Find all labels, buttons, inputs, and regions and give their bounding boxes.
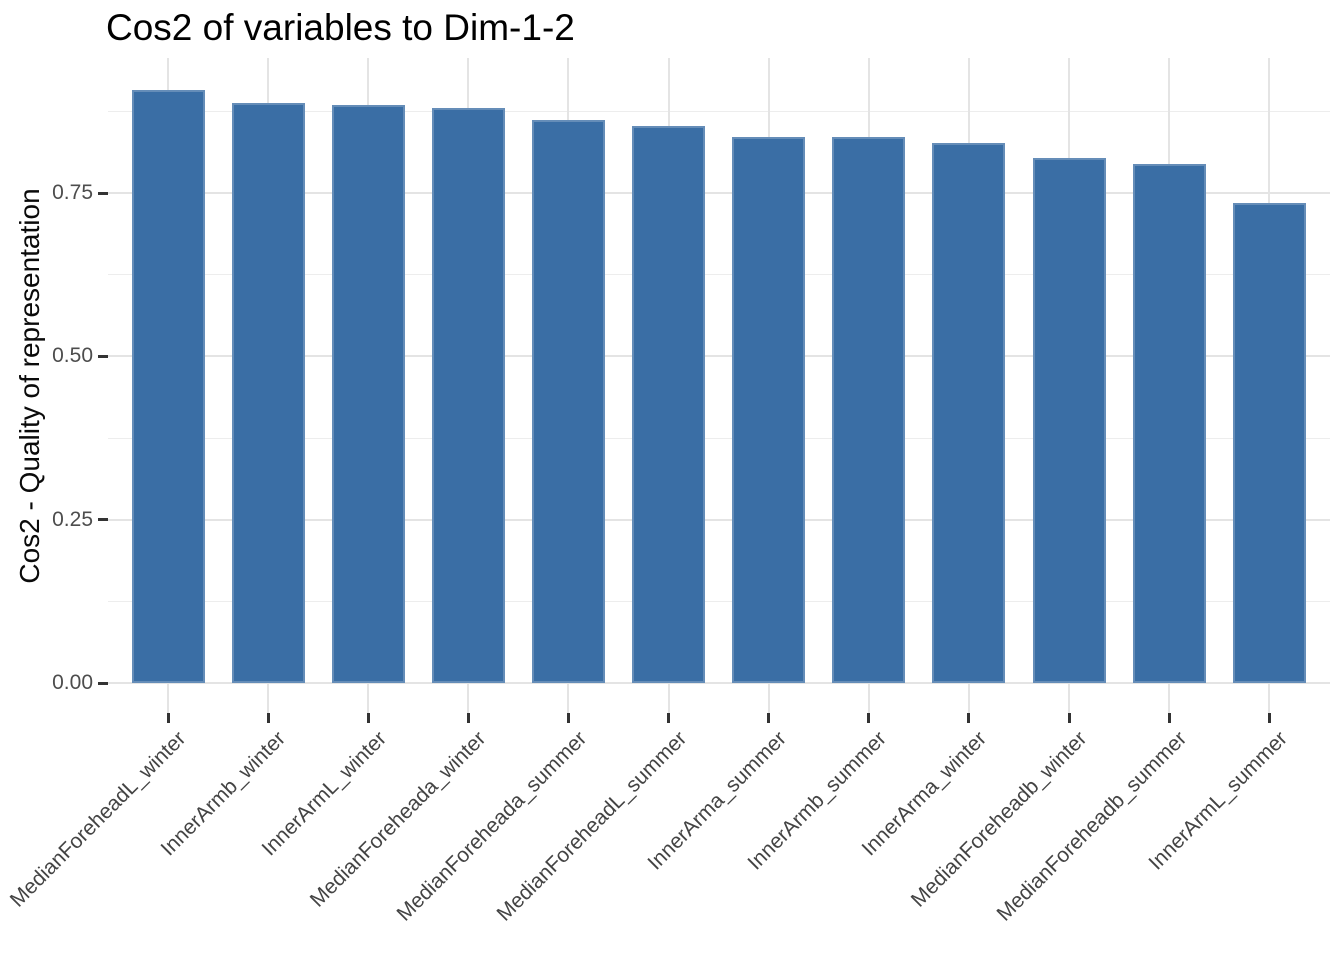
x-axis-tick <box>366 713 370 723</box>
x-axis-tick <box>166 713 170 723</box>
y-axis-tick <box>98 681 108 685</box>
y-tick-label: 0.00 <box>52 671 93 694</box>
y-axis-tick <box>98 518 108 522</box>
x-axis-tick <box>767 713 771 723</box>
y-axis-tick <box>98 354 108 358</box>
x-tick-label: MedianForeheadb_winter <box>906 727 1092 912</box>
y-gridline-minor <box>108 437 1330 439</box>
x-axis-tick <box>667 713 671 723</box>
bar <box>131 89 205 683</box>
bar <box>1232 203 1306 683</box>
bar <box>832 137 906 683</box>
x-axis-tick <box>867 713 871 723</box>
x-axis-tick <box>1167 713 1171 723</box>
bar <box>1032 157 1106 683</box>
y-gridline <box>108 682 1330 684</box>
y-gridline <box>108 518 1330 521</box>
x-axis-tick <box>967 713 971 723</box>
y-tick-label: 0.50 <box>52 344 93 368</box>
x-axis-tick <box>1267 713 1271 723</box>
bar <box>932 143 1006 683</box>
x-axis-tick <box>566 713 570 723</box>
x-tick-label: MedianForeheada_summer <box>392 727 591 926</box>
y-tick-label: 0.25 <box>52 507 93 531</box>
bar <box>331 104 405 683</box>
x-tick-label: MedianForeheadL_winter <box>5 727 191 912</box>
x-axis-tick <box>266 713 270 723</box>
bar <box>231 102 305 683</box>
y-tick-label: 0.75 <box>52 181 93 205</box>
x-tick-label: MedianForeheada_winter <box>305 727 491 912</box>
x-tick-label: MedianForeheadb_summer <box>992 727 1192 926</box>
y-gridline-minor <box>108 600 1330 602</box>
y-axis-tick <box>98 191 108 195</box>
x-axis-tick <box>466 713 470 723</box>
y-gridline-minor <box>108 110 1330 112</box>
x-tick-label: MedianForeheadL_summer <box>492 727 691 926</box>
y-gridline <box>108 355 1330 358</box>
bar <box>1132 164 1206 683</box>
y-gridline <box>108 192 1330 195</box>
x-axis-tick <box>1067 713 1071 723</box>
chart-title: Cos2 of variables to Dim-1-2 <box>106 7 575 48</box>
bar <box>531 119 605 683</box>
bar <box>732 137 806 683</box>
bar <box>632 125 706 683</box>
bar <box>431 108 505 683</box>
y-gridline-minor <box>108 274 1330 276</box>
